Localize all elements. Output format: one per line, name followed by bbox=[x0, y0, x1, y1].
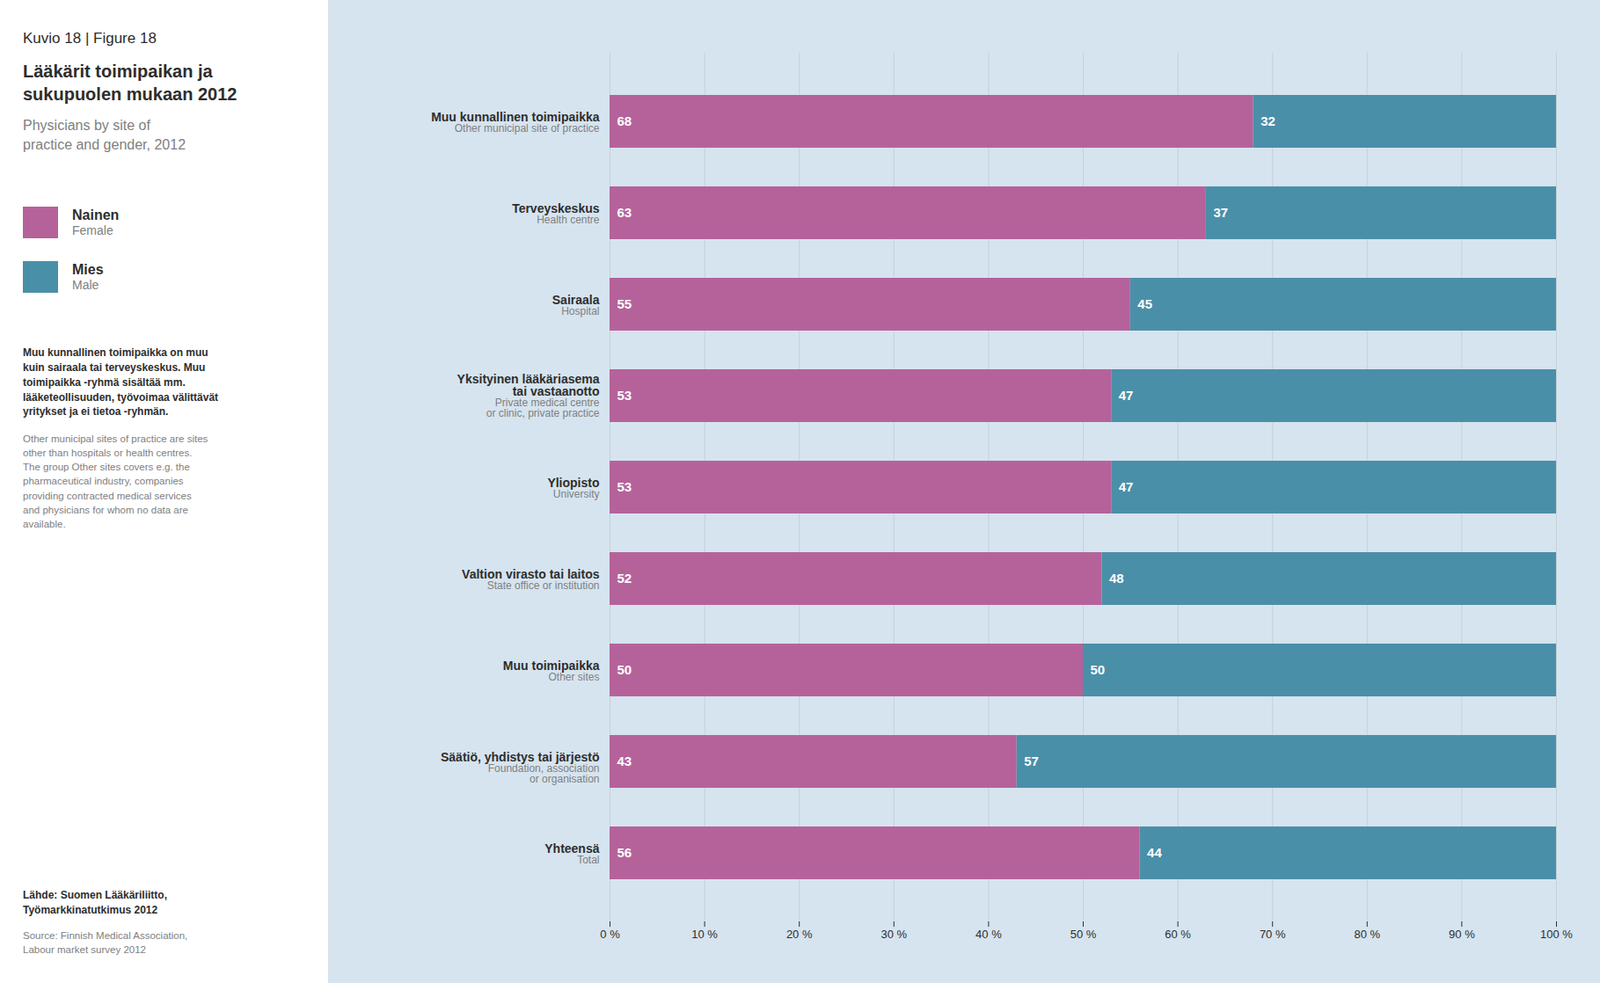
svg-text:Yksityinen lääkäriasematai vas: Yksityinen lääkäriasematai vastaanotto bbox=[457, 372, 600, 399]
svg-text:Foundation, associationor orga: Foundation, associationor organisation bbox=[488, 762, 600, 786]
html-text:Nainen: Nainen bbox=[72, 207, 120, 223]
svg-text:Hospital: Hospital bbox=[561, 305, 600, 318]
svg-text:90 %: 90 % bbox=[1448, 927, 1476, 942]
svg-text:37: 37 bbox=[1212, 204, 1228, 220]
svg-text:Terveyskeskus: Terveyskeskus bbox=[512, 200, 600, 216]
svg-text:Sairaala: Sairaala bbox=[552, 292, 600, 307]
svg-text:60 %: 60 % bbox=[1164, 927, 1191, 942]
svg-text:Private medical centreor clini: Private medical centreor clinic, private… bbox=[486, 396, 600, 420]
svg-text:50: 50 bbox=[617, 662, 633, 678]
svg-text:56: 56 bbox=[617, 845, 633, 861]
svg-text:50 %: 50 % bbox=[1070, 927, 1097, 942]
html-text:Source: Finnish Medical Associ: Source: Finnish Medical Association, Lab… bbox=[22, 930, 188, 956]
html-text:Lähde: Suomen Lääkäriliitto, T: Lähde: Suomen Lääkäriliitto, Työmarkkina… bbox=[22, 889, 168, 917]
html-text:Muu kunnallinen toimipaikka on: Muu kunnallinen toimipaikka on muu kuin … bbox=[22, 346, 219, 419]
html-text:Male: Male bbox=[72, 278, 99, 293]
svg-text:44: 44 bbox=[1147, 845, 1162, 861]
svg-text:State office or institution: State office or institution bbox=[487, 579, 600, 592]
svg-text:Yhteensä: Yhteensä bbox=[544, 841, 600, 856]
svg-text:Muu toimipaikka: Muu toimipaikka bbox=[502, 658, 600, 673]
svg-text:47: 47 bbox=[1118, 387, 1134, 403]
svg-text:48: 48 bbox=[1109, 570, 1125, 586]
svg-text:Health centre: Health centre bbox=[536, 213, 600, 227]
svg-text:68: 68 bbox=[617, 113, 633, 129]
svg-text:20 %: 20 % bbox=[786, 927, 813, 942]
html-text:Other municipal sites of pract: Other municipal sites of practice are si… bbox=[22, 433, 208, 530]
svg-text:47: 47 bbox=[1118, 479, 1134, 495]
svg-text:52: 52 bbox=[617, 570, 633, 586]
svg-text:Yliopisto: Yliopisto bbox=[547, 475, 600, 490]
svg-text:57: 57 bbox=[1023, 753, 1039, 769]
svg-text:53: 53 bbox=[617, 479, 633, 495]
svg-text:100 %: 100 % bbox=[1540, 927, 1573, 942]
svg-text:University: University bbox=[553, 488, 600, 501]
svg-text:55: 55 bbox=[617, 296, 633, 312]
svg-text:Valtion virasto tai laitos: Valtion virasto tai laitos bbox=[461, 566, 600, 581]
html-text:Physicians by site of practice: Physicians by site of practice and gende… bbox=[22, 117, 186, 152]
html-text:Lääkärit toimipaikan ja sukupu: Lääkärit toimipaikan ja sukupuolen mukaa… bbox=[22, 61, 237, 104]
svg-text:Other sites: Other sites bbox=[547, 671, 600, 684]
svg-text:Other municipal site of practi: Other municipal site of practice bbox=[454, 122, 600, 135]
svg-text:50: 50 bbox=[1090, 662, 1106, 678]
svg-text:70 %: 70 % bbox=[1259, 927, 1286, 942]
svg-text:43: 43 bbox=[617, 753, 633, 769]
html-text:Kuvio 18 | Figure 18: Kuvio 18 | Figure 18 bbox=[22, 29, 157, 47]
svg-text:40 %: 40 % bbox=[975, 927, 1002, 942]
svg-text:32: 32 bbox=[1260, 113, 1276, 129]
svg-text:53: 53 bbox=[617, 387, 633, 403]
html-text:Female: Female bbox=[72, 223, 114, 238]
svg-text:Muu kunnallinen toimipaikka: Muu kunnallinen toimipaikka bbox=[431, 109, 600, 124]
svg-text:Säätiö, yhdistys tai järjestö: Säätiö, yhdistys tai järjestö bbox=[440, 749, 600, 764]
svg-text:10 %: 10 % bbox=[691, 927, 718, 942]
svg-text:Total: Total bbox=[577, 854, 600, 867]
html-text:Mies: Mies bbox=[72, 262, 104, 278]
svg-text:80 %: 80 % bbox=[1353, 927, 1381, 942]
svg-text:63: 63 bbox=[617, 204, 633, 220]
svg-text:30 %: 30 % bbox=[880, 927, 907, 942]
svg-text:0 %: 0 % bbox=[599, 927, 621, 942]
svg-text:45: 45 bbox=[1137, 296, 1153, 312]
